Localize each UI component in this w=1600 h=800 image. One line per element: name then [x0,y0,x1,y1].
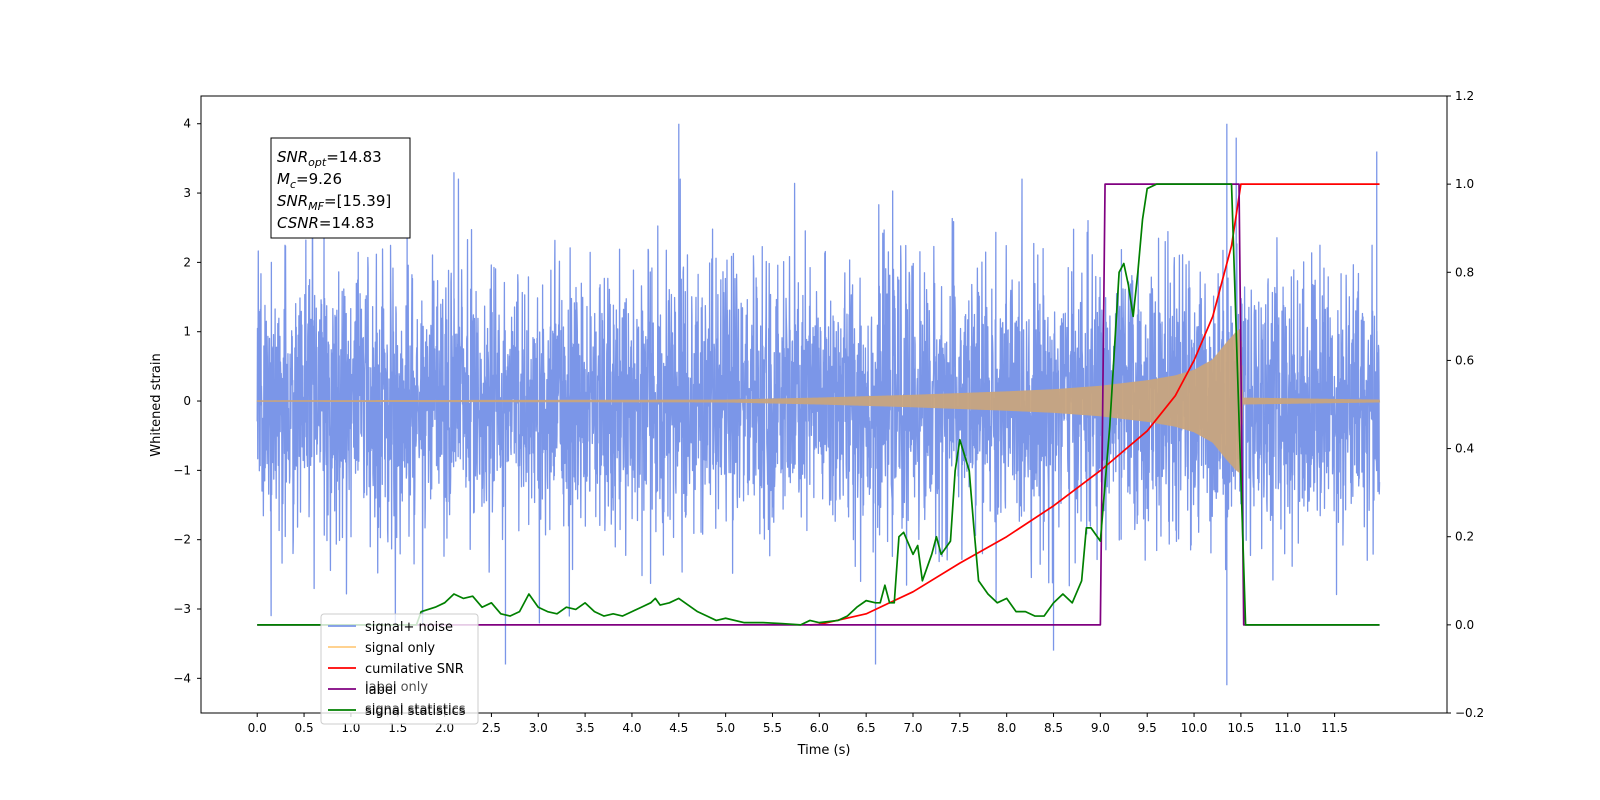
legend-label: signal statistics [365,704,466,719]
x-tick-label: 8.0 [997,721,1016,735]
x-tick-label: 3.0 [529,721,548,735]
x-axis-label: Time (s) [797,743,851,758]
legend: label only signal statistics signal+ noise… [320,613,479,725]
x-tick-label: 11.5 [1321,721,1348,735]
y-tick-label: 1 [183,325,191,339]
y-tick-label: −3 [173,602,191,616]
annotation-symbol: SNR [277,148,308,166]
y-axis-label: Whitened strain [149,353,164,456]
annotation-value: =14.83 [319,214,375,232]
y-tick-label: 4 [183,117,191,131]
annotation-value: =9.26 [296,170,342,188]
y-tick-label: −2 [173,533,191,547]
x-tick-label: 0.0 [248,721,267,735]
x-tick-label: 10.0 [1181,721,1208,735]
y2-axis-ticks: −0.2 0.0 0.2 0.4 0.6 0.8 1.0 1.2 [1447,89,1484,720]
annotation-line: SNRopt=14.83 [277,148,382,169]
annotation-symbol: SNR [277,192,308,210]
y2-tick-label: 1.0 [1455,177,1474,191]
y2-tick-label: 0.4 [1455,442,1474,456]
x-tick-label: 6.5 [857,721,876,735]
x-tick-label: 8.5 [1044,721,1063,735]
annotation-frame [270,137,411,239]
y2-tick-label: 0.8 [1455,265,1474,279]
y-tick-label: −4 [173,671,191,685]
annotation-line: SNRMF=[15.39] [277,192,391,213]
x-tick-label: 3.5 [576,721,595,735]
series-2-cumilative-snr-line [809,183,1380,626]
y-tick-label: −1 [173,463,191,477]
y2-tick-label: 0.2 [1455,530,1474,544]
y-tick-label: 2 [183,255,191,269]
annotation-symbol: CSNR [277,214,319,232]
y2-tick-label: 1.2 [1455,89,1474,103]
y-tick-label: 3 [183,186,191,200]
x-axis-ticks: 0.0 0.5 1.0 1.5 2.0 2.5 3.0 3.5 4.0 4.5 5.0 5.5 6.0 6… [248,713,1348,735]
annotation-subscript: c [290,178,296,191]
plot-frame [200,95,1448,714]
legend-label: label [365,683,396,698]
series-1-signal-only-line [256,328,1381,474]
x-tick-label: 7.5 [950,721,969,735]
annotation-subscript: MF [308,200,324,213]
x-tick-label: 4.0 [622,721,641,735]
y2-tick-label: −0.2 [1455,706,1484,720]
legend-frame [320,613,479,725]
x-tick-label: 10.5 [1228,721,1255,735]
annotation-line: Mc=9.26 [277,170,342,191]
x-tick-label: 9.5 [1138,721,1157,735]
annotation-symbol: M [277,170,290,188]
annotation-subscript: opt [308,156,327,169]
legend-label: signal only [365,641,435,656]
series-layer [256,123,1381,686]
y2-tick-label: 0.6 [1455,353,1474,367]
x-tick-label: 7.0 [903,721,922,735]
x-tick-label: 5.5 [763,721,782,735]
x-tick-label: 9.0 [1091,721,1110,735]
y2-tick-label: 0.0 [1455,618,1474,632]
y-axis-ticks: −4 −3 −2 −1 0 1 2 3 4 [173,117,201,685]
stats-annotation-box: SNRopt=14.83Mc=9.26SNRMF=[15.39]CSNR=14.… [270,137,411,239]
annotation-value: =14.83 [326,148,382,166]
legend-label: signal+ noise [365,620,453,635]
annotation-line: CSNR=14.83 [277,214,374,232]
y-tick-label: 0 [183,394,191,408]
x-tick-label: 6.0 [810,721,829,735]
x-tick-label: 2.5 [482,721,501,735]
annotation-value: =[15.39] [324,192,391,210]
series-4-signal-statistics-line [257,183,1380,626]
x-tick-label: 0.5 [295,721,314,735]
legend-label: cumilative SNR [365,662,464,677]
legend-overprinted-text: signal statistics [365,702,466,717]
x-tick-label: 5.0 [716,721,735,735]
x-tick-label: 4.5 [669,721,688,735]
x-tick-label: 11.0 [1274,721,1301,735]
legend-overprinted-text: label only [365,680,428,695]
